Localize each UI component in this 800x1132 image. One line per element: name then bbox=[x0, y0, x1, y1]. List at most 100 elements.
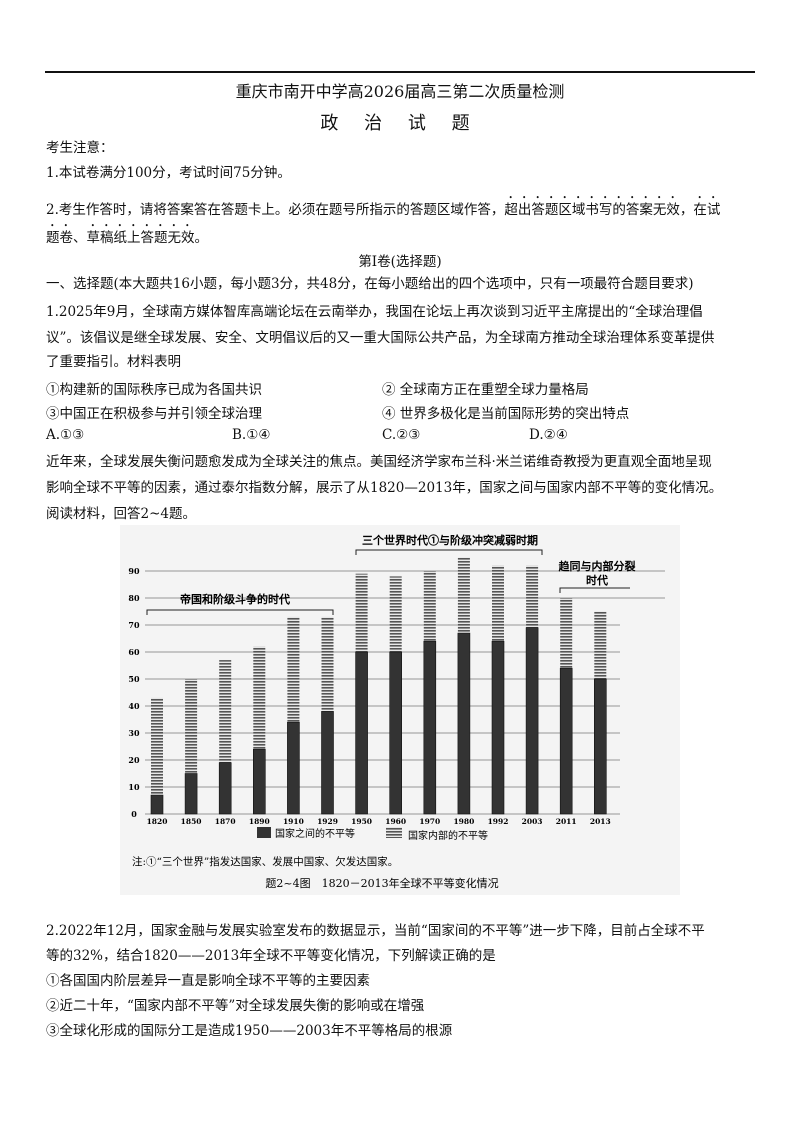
bar-between-1890 bbox=[253, 748, 266, 815]
q1-statement: ② 全球南方正在重塑全球力量格局 bbox=[382, 382, 589, 398]
y-tick-label: 20 bbox=[128, 755, 140, 765]
q1-line: 了重要指引。材料表明 bbox=[46, 354, 181, 370]
x-tick-label: 1980 bbox=[453, 817, 474, 826]
q1-option-d: D.②④ bbox=[529, 427, 568, 443]
period-label-3a: 趋同与内部分裂 bbox=[559, 559, 636, 573]
bar-within-1950 bbox=[355, 573, 368, 652]
q2-line: 2.2022年12月，国家金融与发展实验室发布的数据显示，当前“国家间的不平等”… bbox=[46, 923, 705, 939]
legend-swatch-between bbox=[257, 827, 271, 838]
x-tick-label: 1950 bbox=[351, 817, 372, 826]
section-instruction: 一、选择题(本大题共16小题，每小题3分，共48分，在每小题给出的四个选项中，只… bbox=[46, 276, 694, 292]
bar-between-1950 bbox=[355, 651, 368, 815]
bars bbox=[150, 557, 607, 815]
bar-between-1929 bbox=[321, 711, 334, 815]
top-rule bbox=[45, 71, 755, 73]
notice-item-1: 1.本试卷满分100分，考试时间75分钟。 bbox=[46, 165, 291, 181]
y-tick-label: 40 bbox=[128, 701, 140, 711]
y-tick-label: 80 bbox=[128, 593, 140, 603]
bar-between-2011 bbox=[559, 667, 573, 815]
y-tick-label: 0 bbox=[131, 809, 137, 819]
bar-within-1929 bbox=[321, 616, 334, 712]
notice-heading: 考生注意： bbox=[46, 140, 114, 156]
x-tick-label: 2013 bbox=[590, 817, 611, 826]
material-line: 阅读材料，回答2~4题。 bbox=[46, 506, 196, 522]
x-tick-label: 1850 bbox=[181, 817, 202, 826]
q1-statement: ①构建新的国际秩序已成为各国共识 bbox=[46, 382, 262, 398]
emphasized-text: 题卷、草稿纸上答题无效 bbox=[46, 230, 195, 246]
bar-between-1910 bbox=[287, 721, 300, 815]
subject-title: 政 治 试 题 bbox=[320, 113, 480, 134]
legend-label-within: 国家内部的不平等 bbox=[408, 829, 488, 842]
bar-within-1890 bbox=[253, 646, 266, 750]
x-tick-label: 2003 bbox=[522, 817, 543, 826]
period-bracket-3 bbox=[559, 587, 630, 593]
bar-between-1850 bbox=[184, 773, 198, 815]
y-tick-label: 30 bbox=[128, 728, 140, 738]
chart-note: 注:①“三个世界”指发达国家、发展中国家、欠发达国家。 bbox=[132, 855, 398, 868]
bar-between-2013 bbox=[593, 678, 607, 815]
notice-text: 2.考生作答时，请将答案答在答题卡上。必须在题号所指示的答题区域作答， bbox=[46, 202, 505, 218]
legend-label-between: 国家之间的不平等 bbox=[275, 827, 355, 840]
period-label-3b: 时代 bbox=[586, 573, 608, 587]
q2-statement: ①各国国内阶层差异一直是影响全球不平等的主要因素 bbox=[46, 973, 370, 989]
bar-within-1910 bbox=[287, 616, 300, 723]
q1-line: 议”。该倡议是继全球发展、安全、文明倡议后的又一重大国际公共产品，为全球南方推动… bbox=[46, 330, 715, 346]
bar-between-1970 bbox=[423, 640, 437, 815]
notice-text: ， bbox=[679, 202, 694, 218]
bar-within-1820 bbox=[151, 697, 163, 796]
y-tick-label: 90 bbox=[128, 566, 140, 576]
emphasized-text: 在试 bbox=[693, 202, 721, 218]
q1-option-a: A.①③ bbox=[46, 427, 85, 443]
y-tick-label: 50 bbox=[128, 674, 140, 684]
section-title: 第Ⅰ卷(选择题) bbox=[358, 254, 442, 270]
x-tick-label: 1929 bbox=[317, 817, 338, 826]
q2-line: 等的32%，结合1820——2013年全球不平等变化情况，下列解读正确的是 bbox=[46, 948, 496, 964]
q2-statement: ③全球化形成的国际分工是造成1950——2003年不平等格局的根源 bbox=[46, 1023, 453, 1039]
q1-statement: ④ 世界多极化是当前国际形势的突出特点 bbox=[382, 406, 630, 422]
bar-between-1980 bbox=[457, 632, 471, 815]
x-tick-label: 1992 bbox=[488, 817, 509, 826]
bar-between-1992 bbox=[491, 640, 505, 815]
bar-within-1980 bbox=[457, 557, 470, 634]
x-tick-label: 1820 bbox=[147, 817, 168, 826]
period-label-1: 帝国和阶级斗争的时代 bbox=[180, 592, 290, 606]
bar-within-2011 bbox=[560, 598, 573, 669]
x-tick-label: 2011 bbox=[556, 817, 577, 826]
q1-line: 1.2025年9月，全球南方媒体智库高端论坛在云南举办，我国在论坛上再次谈到习近… bbox=[46, 304, 703, 320]
inequality-chart: 0 10 20 30 40 50 60 70 80 90 1820 1850 1870 1890 1910 1… bbox=[120, 525, 680, 895]
bar-within-2003 bbox=[526, 565, 539, 628]
legend-swatch-within bbox=[386, 827, 402, 838]
x-tick-label: 1910 bbox=[283, 817, 304, 826]
emphasized-text: 超出答题区域书写的答案无效 bbox=[504, 202, 680, 218]
bar-within-1992 bbox=[492, 565, 504, 642]
bar-between-1960 bbox=[389, 651, 403, 815]
material-line: 影响全球不平等的因素，通过泰尔指数分解，展示了从1820—2013年，国家之间与… bbox=[46, 480, 723, 496]
x-tick-label: 1970 bbox=[419, 817, 440, 826]
bar-within-1960 bbox=[389, 576, 402, 652]
period-bracket-1 bbox=[146, 609, 334, 615]
period-label-2: 三个世界时代①与阶级冲突减弱时期 bbox=[362, 533, 538, 547]
notice-item-2: 2.考生作答时，请将答案答在答题卡上。必须在题号所指示的答题区域作答，超出答题区… bbox=[46, 194, 720, 219]
bar-between-1870 bbox=[218, 762, 232, 815]
chart-title: 题2~4图 1820－2013年全球不平等变化情况 bbox=[265, 876, 498, 890]
x-tick-label: 1960 bbox=[385, 817, 406, 826]
q1-option-c: C.②③ bbox=[382, 427, 421, 443]
q1-option-b: B.①④ bbox=[232, 427, 271, 443]
material-line: 近年来，全球发展失衡问题愈发成为全球关注的焦点。美国经济学家布兰科·米兰诺维奇教… bbox=[46, 454, 712, 470]
y-tick-label: 60 bbox=[128, 647, 140, 657]
q2-statement: ②近二十年，“国家内部不平等”对全球发展失衡的影响或在增强 bbox=[46, 998, 425, 1014]
bar-within-1970 bbox=[423, 571, 436, 642]
exam-title: 重庆市南开中学高2026届高三第二次质量检测 bbox=[235, 82, 565, 101]
period-bracket-2 bbox=[355, 549, 543, 555]
y-tick-label: 70 bbox=[128, 620, 140, 630]
bar-within-2013 bbox=[594, 611, 607, 679]
bar-within-1850 bbox=[185, 679, 198, 774]
x-tick-label: 1870 bbox=[215, 817, 236, 826]
x-tick-label: 1890 bbox=[249, 817, 270, 826]
bar-between-2003 bbox=[525, 627, 539, 815]
y-tick-label: 10 bbox=[128, 782, 140, 792]
notice-text: 。 bbox=[194, 230, 209, 246]
bar-between-1820 bbox=[150, 794, 164, 815]
q1-statement: ③中国正在积极参与并引领全球治理 bbox=[46, 406, 262, 422]
bar-within-1870 bbox=[219, 660, 232, 763]
